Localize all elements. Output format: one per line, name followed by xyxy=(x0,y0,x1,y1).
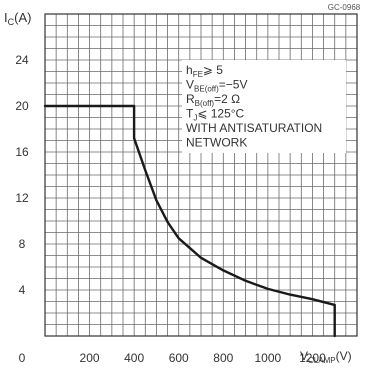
x-tick-label: 1200 xyxy=(299,351,326,365)
condition-line: WITH ANTISATURATION xyxy=(186,121,322,135)
condition-value: ⩽ 125°C xyxy=(197,107,244,121)
condition-value: =−5V xyxy=(219,78,248,92)
x-axis-label-unit: (V) xyxy=(336,349,352,363)
series-1-curve xyxy=(43,104,336,338)
y-tick-label: 16 xyxy=(15,145,29,159)
curve-layer xyxy=(43,104,336,338)
x-tick-label: 1000 xyxy=(255,351,282,365)
x-axis-label-main: V xyxy=(300,349,308,363)
condition-value: =2 Ω xyxy=(214,92,240,106)
y-axis-label-sub: C xyxy=(8,17,15,27)
condition-line: VBE(off)=−5V xyxy=(186,78,247,94)
condition-symbol: h xyxy=(186,63,193,77)
y-tick-label: 4 xyxy=(19,283,26,297)
condition-subscript: J xyxy=(193,114,197,123)
condition-line: hFE⩾ 5 xyxy=(186,63,223,79)
condition-symbol: NETWORK xyxy=(186,136,247,150)
condition-subscript: B(off) xyxy=(195,99,215,108)
condition-subscript: BE(off) xyxy=(194,85,219,94)
y-axis-label-main: I xyxy=(4,10,8,25)
plot-frame xyxy=(44,13,358,337)
x-axis-label: VCLAMP(V) xyxy=(300,349,352,365)
x-tick-label: 800 xyxy=(213,351,233,365)
condition-symbol: WITH ANTISATURATION xyxy=(186,121,322,135)
x-tick-label: 400 xyxy=(124,351,144,365)
y-tick-label: 12 xyxy=(15,191,29,205)
condition-symbol: V xyxy=(186,78,194,92)
x-axis-label-sub: CLAMP xyxy=(308,356,336,365)
x-tick-label: 600 xyxy=(169,351,189,365)
y-tick-label: 8 xyxy=(19,237,26,251)
condition-line: TJ⩽ 125°C xyxy=(186,107,245,123)
x-tick-label: 0 xyxy=(19,351,26,365)
figure-code: GC-0968 xyxy=(328,3,361,12)
y-axis-label: IC(A) xyxy=(4,10,31,27)
y-tick-label: 20 xyxy=(15,99,29,113)
condition-symbol: R xyxy=(186,92,195,106)
note-background xyxy=(182,60,346,153)
condition-symbol: T xyxy=(186,107,194,121)
x-tick-label: 200 xyxy=(80,351,100,365)
condition-line: RB(off)=2 Ω xyxy=(186,92,240,108)
condition-value: ⩾ 5 xyxy=(203,63,223,77)
tick-labels: 0 200 400 600 800 1000 1200 4 8 12 16 20 24 xyxy=(15,53,326,365)
y-axis-label-unit: (A) xyxy=(14,10,31,25)
condition-line: NETWORK xyxy=(186,136,247,150)
condition-subscript: FE xyxy=(193,70,203,79)
y-tick-label: 24 xyxy=(15,53,29,67)
